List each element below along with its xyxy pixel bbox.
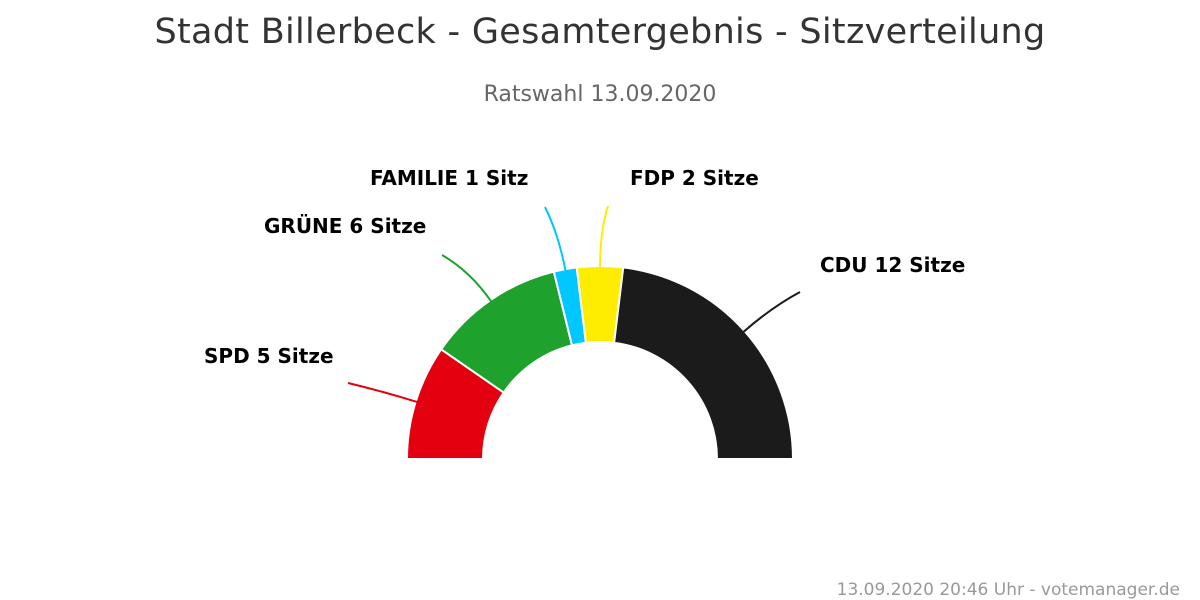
data-label-cdu: CDU 12 Sitze [820,253,965,277]
data-label-grne: GRÜNE 6 Sitze [264,214,426,238]
data-label-spd: SPD 5 Sitze [204,344,334,368]
connector-grne [441,254,493,304]
connector-familie [544,206,567,273]
pie-slice-cdu[interactable] [613,266,794,460]
connector-spd [347,382,419,404]
chart-subtitle: Ratswahl 13.09.2020 [483,82,717,107]
data-label-fdp: FDP 2 Sitze [630,166,759,190]
data-label-familie: FAMILIE 1 Sitz [370,166,528,190]
credits-text[interactable]: 13.09.2020 20:46 Uhr - votemanager.de [836,580,1180,600]
chart-title: Stadt Billerbeck - Gesamtergebnis - Sitz… [154,12,1046,52]
connector-fdp [599,205,609,270]
connector-cdu [741,291,801,334]
